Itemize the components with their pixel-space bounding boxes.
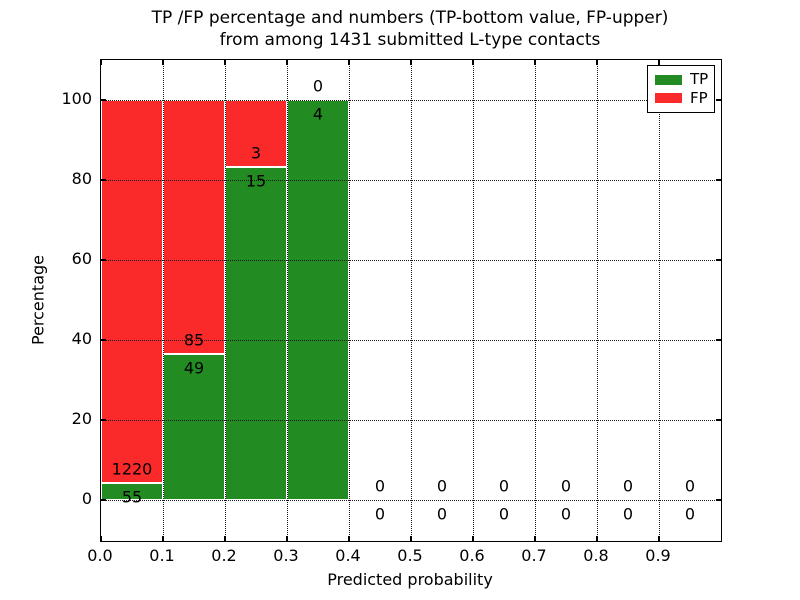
x-tick-label-0.6: 0.6 [459, 546, 485, 565]
x-tick-top-0.8 [596, 60, 598, 65]
y-tick-left-20 [101, 419, 106, 421]
gridline-x-0.7 [535, 60, 536, 541]
tp-legend-label: TP [690, 70, 709, 89]
y-tick-label-40: 40 [71, 329, 92, 348]
fp-count-label-0.3-0.4: 0 [312, 76, 324, 96]
tp-count-label-0.9-1.0: 0 [684, 504, 696, 524]
bar-fp-0.2-0.3 [225, 100, 287, 167]
bar-tp-0.0-0.1 [101, 482, 163, 500]
y-tick-right-0 [716, 499, 721, 501]
x-tick-label-0.5: 0.5 [397, 546, 423, 565]
legend-item-fp: FP [655, 88, 708, 107]
x-tick-label-0.7: 0.7 [521, 546, 547, 565]
x-tick-top-0.5 [410, 60, 412, 65]
x-tick-bottom-0.0 [100, 536, 102, 541]
x-tick-label-0.9: 0.9 [645, 546, 671, 565]
chart-title-line2: from among 1431 submitted L-type contact… [219, 30, 601, 50]
tp-count-label-0.1-0.2: 49 [183, 358, 205, 378]
y-tick-label-100: 100 [61, 89, 92, 108]
plot-area: 1220 55 85 49 3 15 0 4 0 0 0 0 0 0 0 0 0 0 0 0 [100, 59, 722, 542]
gridline-x-0.9 [659, 60, 660, 541]
y-tick-left-40 [101, 339, 106, 341]
y-tick-right-60 [716, 259, 721, 261]
y-tick-left-60 [101, 259, 106, 261]
bar-fp-0.0-0.1 [101, 100, 163, 483]
x-tick-bottom-0.4 [348, 536, 350, 541]
fp-count-label-0.8-0.9: 0 [622, 476, 634, 496]
gridline-x-0.4 [349, 60, 350, 541]
x-tick-top-0.9 [658, 60, 660, 65]
y-tick-label-0: 0 [81, 489, 92, 508]
x-tick-top-0.4 [348, 60, 350, 65]
x-tick-bottom-0.9 [658, 536, 660, 541]
y-tick-right-40 [716, 339, 721, 341]
fp-count-label-0.4-0.5: 0 [374, 476, 386, 496]
bar-tp-0.1-0.2 [163, 353, 225, 500]
x-tick-bottom-0.6 [472, 536, 474, 541]
y-tick-label-80: 80 [71, 169, 92, 188]
x-tick-top-0.0 [100, 60, 102, 65]
legend-item-tp: TP [655, 70, 709, 89]
tp-count-label-0.7-0.8: 0 [560, 504, 572, 524]
y-tick-label-60: 60 [71, 249, 92, 268]
tp-count-label-0.0-0.1: 55 [121, 487, 143, 507]
fp-count-label-0.5-0.6: 0 [436, 476, 448, 496]
x-tick-bottom-0.2 [224, 536, 226, 541]
x-tick-bottom-0.5 [410, 536, 412, 541]
x-tick-top-0.6 [472, 60, 474, 65]
tp-count-label-0.6-0.7: 0 [498, 504, 510, 524]
tp-count-label-0.2-0.3: 15 [245, 171, 267, 191]
legend: TP FP [647, 65, 715, 113]
gridline-x-0.6 [473, 60, 474, 541]
fp-count-label-0.2-0.3: 3 [250, 143, 262, 163]
fp-color-swatch-icon [655, 93, 682, 104]
y-tick-right-20 [716, 419, 721, 421]
bar-tp-0.3-0.4 [287, 100, 349, 500]
y-tick-left-80 [101, 179, 106, 181]
x-tick-bottom-0.1 [162, 536, 164, 541]
gridline-x-0.8 [597, 60, 598, 541]
x-tick-label-0.1: 0.1 [149, 546, 175, 565]
x-axis-label: Predicted probability [327, 570, 493, 589]
fp-count-label-0.1-0.2: 85 [183, 330, 205, 350]
x-tick-bottom-0.7 [534, 536, 536, 541]
x-tick-bottom-0.3 [286, 536, 288, 541]
x-tick-label-0.3: 0.3 [273, 546, 299, 565]
x-tick-label-0.2: 0.2 [211, 546, 237, 565]
fp-count-label-0.7-0.8: 0 [560, 476, 572, 496]
gridline-x-0.3 [287, 60, 288, 541]
tp-color-swatch-icon [655, 74, 682, 85]
bar-fp-0.1-0.2 [163, 100, 225, 354]
chart-title-line1: TP /FP percentage and numbers (TP-bottom… [151, 8, 669, 28]
chart-title: TP /FP percentage and numbers (TP-bottom… [152, 7, 669, 51]
tp-count-label-0.4-0.5: 0 [374, 504, 386, 524]
x-tick-top-0.1 [162, 60, 164, 65]
gridline-x-0.2 [225, 60, 226, 541]
tp-count-label-0.5-0.6: 0 [436, 504, 448, 524]
y-tick-right-80 [716, 179, 721, 181]
y-tick-left-100 [101, 99, 106, 101]
gridline-x-0.5 [411, 60, 412, 541]
x-tick-label-0.0: 0.0 [87, 546, 113, 565]
bar-tp-0.2-0.3 [225, 166, 287, 500]
fp-count-label-0.6-0.7: 0 [498, 476, 510, 496]
x-tick-top-0.3 [286, 60, 288, 65]
tp-count-label-0.8-0.9: 0 [622, 504, 634, 524]
fp-legend-label: FP [690, 88, 708, 107]
x-tick-bottom-0.8 [596, 536, 598, 541]
x-tick-top-0.2 [224, 60, 226, 65]
x-tick-label-0.4: 0.4 [335, 546, 361, 565]
fp-count-label-0.9-1.0: 0 [684, 476, 696, 496]
x-tick-top-0.7 [534, 60, 536, 65]
y-tick-label-20: 20 [71, 409, 92, 428]
tp-count-label-0.3-0.4: 4 [312, 104, 324, 124]
x-tick-label-0.8: 0.8 [583, 546, 609, 565]
fp-count-label-0.0-0.1: 1220 [111, 459, 153, 479]
y-tick-right-100 [716, 99, 721, 101]
y-tick-left-0 [101, 499, 106, 501]
gridline-x-0.1 [163, 60, 164, 541]
